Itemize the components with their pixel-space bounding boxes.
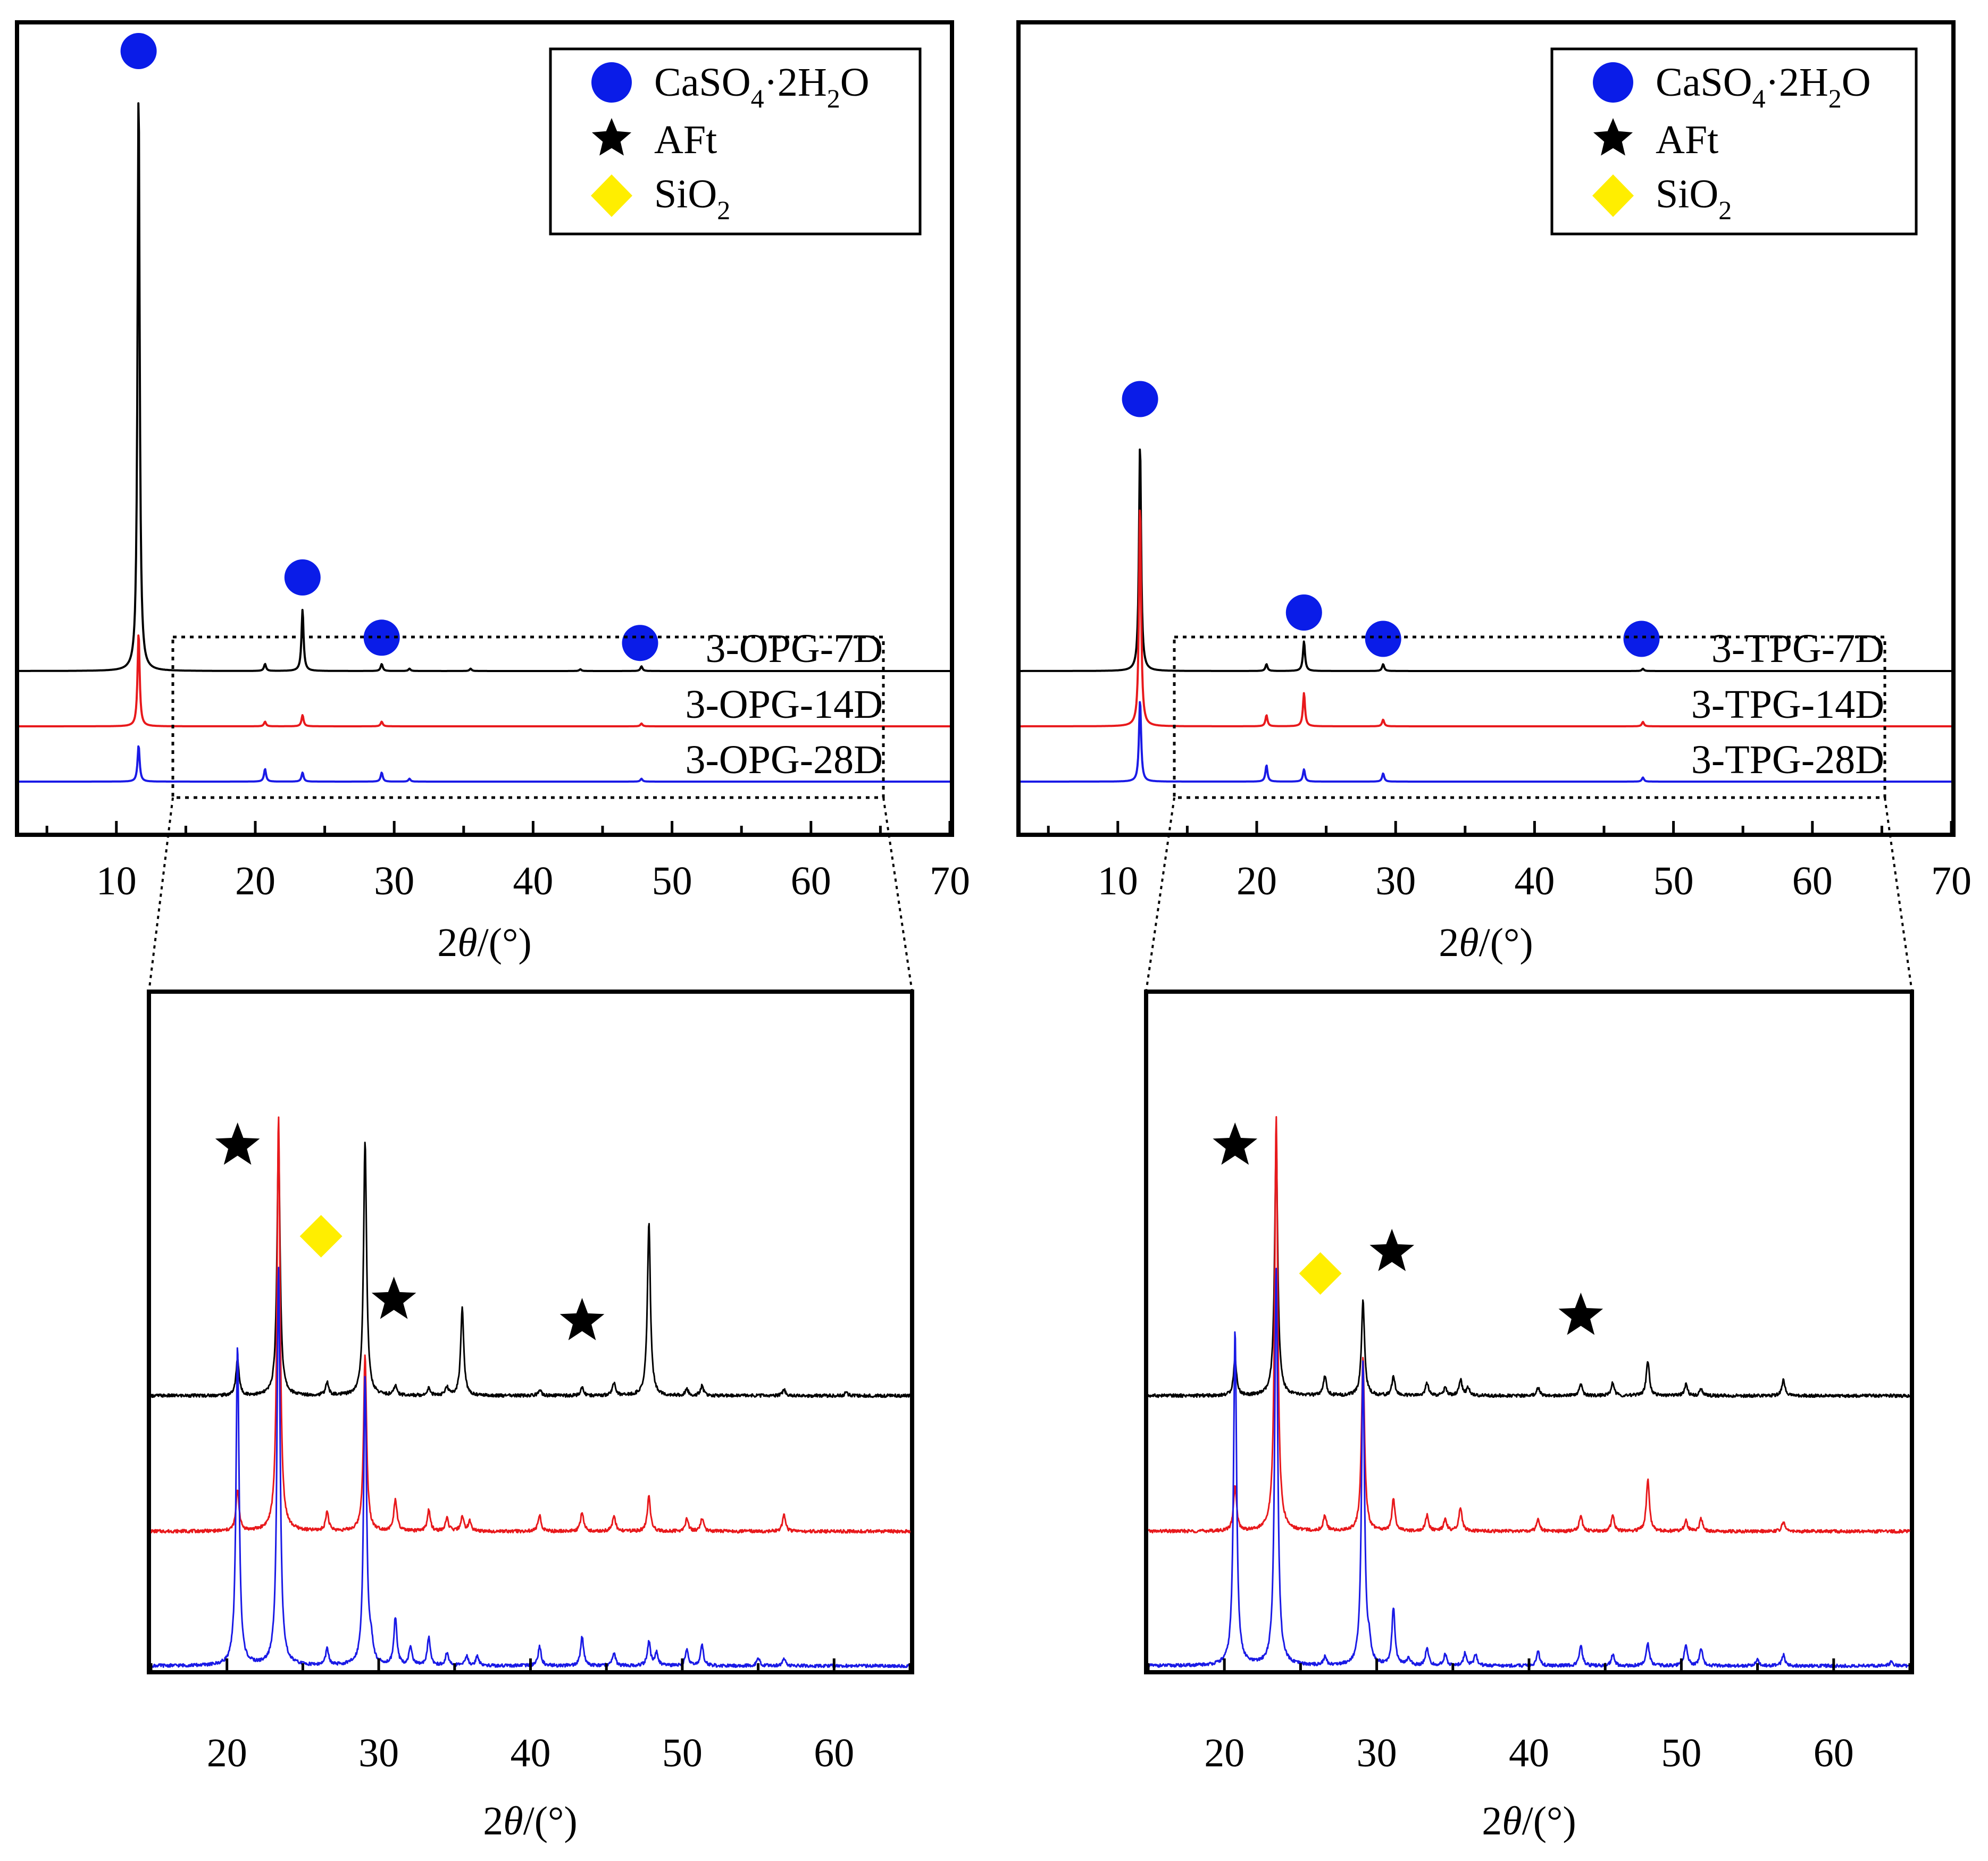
panel-frame	[1016, 20, 1956, 837]
x-tick-label: 30	[358, 1731, 399, 1775]
x-tick-label: 50	[652, 859, 692, 903]
aft-peak-marker	[1213, 1122, 1258, 1165]
marker-layer	[1213, 1122, 1603, 1335]
x-tick-label: 30	[374, 859, 414, 903]
sio2-peak-marker	[1299, 1252, 1342, 1295]
aft-peak-marker	[371, 1277, 416, 1319]
panel-top-right: 10 20 30 40 50 60 70 CaSO4·2H2O AFt SiO2 3-TPG…	[1016, 20, 1972, 965]
x-tick-label: 30	[1357, 1731, 1397, 1775]
x-tick-label: 30	[1375, 859, 1416, 903]
legend-label-aft: AFt	[1656, 118, 1718, 162]
star-marker-icon	[1593, 118, 1633, 156]
x-axis-label: 2θ/(°)	[437, 920, 531, 965]
caso4-peak-marker	[284, 559, 321, 596]
tick-layer: 20 30 40 50 60	[149, 1658, 912, 1775]
x-tick-label: 70	[930, 859, 970, 903]
x-tick-label: 60	[791, 859, 831, 903]
x-tick-label: 40	[1509, 1731, 1549, 1775]
aft-peak-marker	[1558, 1293, 1603, 1335]
x-axis-label: 2θ/(°)	[1439, 920, 1533, 965]
series-line-3-opg-14d	[151, 1116, 911, 1534]
legend-label-sio2: SiO2	[654, 172, 730, 225]
x-tick-label: 60	[814, 1731, 854, 1775]
caso4-peak-marker	[363, 619, 400, 656]
panel-bottom-left: 20 30 40 50 60 2θ/(°)	[147, 990, 914, 1843]
x-tick-label: 60	[1792, 859, 1833, 903]
x-tick-label: 60	[1814, 1731, 1854, 1775]
x-tick-label: 40	[1514, 859, 1555, 903]
zoom-connector-right	[882, 797, 913, 992]
x-tick-label: 20	[1237, 859, 1277, 903]
caso4-peak-marker	[1122, 381, 1158, 417]
star-marker-icon	[591, 118, 632, 156]
x-tick-label: 20	[1204, 1731, 1244, 1775]
aft-peak-marker	[559, 1298, 605, 1340]
zoom-connector-left	[148, 797, 174, 992]
series-line-3-tpg-7d	[1020, 448, 1952, 672]
series-line-3-tpg-14d	[1020, 509, 1952, 727]
panel-top-left: 10 20 30 40 50 60 70 CaSO4·2H2O AFt SiO2 3-OPG…	[15, 20, 970, 965]
circle-marker-icon	[591, 62, 632, 103]
caso4-peak-marker	[1285, 594, 1322, 631]
series-layer	[19, 102, 950, 783]
circle-marker-icon	[1593, 62, 1633, 103]
marker-layer	[1122, 381, 1660, 657]
zoom-connector-right	[1884, 797, 1913, 992]
diamond-marker-icon	[591, 174, 632, 217]
aft-peak-marker	[215, 1122, 260, 1165]
panel-frame	[15, 20, 954, 837]
series-line-3-opg-28d	[19, 745, 950, 783]
x-tick-label: 10	[1098, 859, 1138, 903]
tick-layer: 10 20 30 40 50 60 70	[1047, 821, 1972, 903]
series-label-3-opg-28d: 3-OPG-28D	[685, 737, 883, 782]
x-tick-label: 70	[1931, 859, 1972, 903]
tick-layer: 20 30 40 50 60	[1147, 1658, 1911, 1775]
x-tick-label: 50	[1653, 859, 1694, 903]
series-line-3-opg-14d	[19, 634, 950, 727]
x-axis-label: 2θ/(°)	[1482, 1799, 1576, 1843]
series-line-3-tpg-14d	[1148, 1116, 1911, 1534]
x-tick-label: 50	[662, 1731, 703, 1775]
zoom-connectors	[148, 797, 1913, 992]
series-line-3-opg-7d	[19, 102, 950, 672]
series-label-3-opg-7d: 3-OPG-7D	[705, 626, 883, 671]
series-layer	[1020, 448, 1952, 783]
legend-box: CaSO4·2H2O AFt SiO2	[1550, 47, 1918, 236]
marker-layer	[120, 33, 658, 661]
caso4-peak-marker	[1365, 621, 1401, 657]
tick-layer: 10 20 30 40 50 60 70	[45, 821, 970, 903]
x-tick-label: 40	[513, 859, 553, 903]
zoom-region-box	[1173, 635, 1886, 799]
marker-layer	[215, 1122, 605, 1340]
x-tick-label: 50	[1661, 1731, 1701, 1775]
x-tick-label: 40	[511, 1731, 551, 1775]
series-line-3-tpg-28d	[1020, 701, 1952, 783]
panel-frame	[147, 990, 914, 1674]
x-tick-label: 20	[207, 1731, 247, 1775]
series-label-3-tpg-7d: 3-TPG-7D	[1711, 626, 1884, 671]
legend-label-aft: AFt	[654, 118, 717, 162]
zoom-region-box	[171, 635, 885, 799]
diamond-marker-icon	[1592, 174, 1634, 217]
legend-label-caso4-2h2o: CaSO4·2H2O	[654, 60, 870, 113]
panel-frame	[1144, 990, 1914, 1674]
caso4-peak-marker	[120, 33, 157, 69]
series-label-3-opg-14d: 3-OPG-14D	[685, 682, 883, 727]
series-label-3-tpg-28d: 3-TPG-28D	[1691, 737, 1884, 782]
legend-box: CaSO4·2H2O AFt SiO2	[549, 47, 922, 236]
aft-peak-marker	[1369, 1229, 1415, 1271]
series-label-3-tpg-14d: 3-TPG-14D	[1691, 682, 1884, 727]
caso4-peak-marker	[1623, 621, 1660, 657]
zoom-connector-left	[1145, 797, 1175, 992]
sio2-peak-marker	[299, 1215, 343, 1258]
legend-label-caso4-2h2o: CaSO4·2H2O	[1656, 60, 1871, 113]
x-axis-label: 2θ/(°)	[483, 1799, 577, 1843]
caso4-peak-marker	[622, 625, 658, 661]
x-tick-label: 20	[235, 859, 275, 903]
panel-bottom-right: 20 30 40 50 60 2θ/(°)	[1144, 990, 1914, 1843]
legend-label-sio2: SiO2	[1656, 172, 1732, 225]
x-tick-label: 10	[96, 859, 137, 903]
